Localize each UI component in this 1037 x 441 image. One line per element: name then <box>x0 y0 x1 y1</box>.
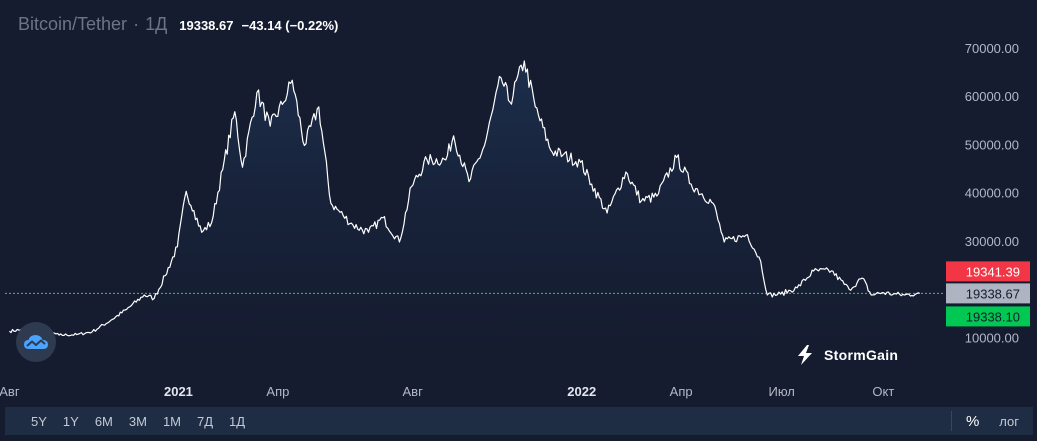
period-button-1y[interactable]: 1Y <box>62 413 79 429</box>
period-button-6m[interactable]: 6M <box>94 413 113 429</box>
period-button-5y[interactable]: 5Y <box>31 413 47 429</box>
x-tick-label: Июл <box>768 384 794 399</box>
last-price-tag: 19338.67 <box>966 286 1020 301</box>
chart-logo[interactable] <box>16 322 56 362</box>
y-tick-label: 30000.00 <box>965 234 1019 249</box>
x-tick-label: Окт <box>872 384 894 399</box>
x-tick-label: Авг <box>403 384 424 399</box>
x-tick-label: 2022 <box>567 384 596 399</box>
chart-header: Bitcoin/Tether · 1Д 19338.67 −43.14 (−0.… <box>18 14 338 35</box>
x-tick-label: 2021 <box>164 384 193 399</box>
x-axis: Авг 2021 Апр Авг 2022 Апр Июл Окт <box>0 384 894 399</box>
price-line <box>9 60 920 337</box>
x-tick-label: Авг <box>0 384 20 399</box>
last-price-tag-bg <box>946 283 1030 304</box>
bid-price-tag: 19338.10 <box>966 309 1020 324</box>
scale-controls: % лог <box>950 407 1033 435</box>
header-separator: · <box>133 14 140 34</box>
brand-watermark: StormGain <box>794 344 898 366</box>
brand-name: StormGain <box>824 347 899 363</box>
symbol-name[interactable]: Bitcoin/Tether <box>18 14 128 34</box>
last-price: 19338.67 <box>179 18 234 33</box>
period-button-1d[interactable]: 1Д <box>229 413 246 429</box>
y-tick-label: 60000.00 <box>965 89 1019 104</box>
interval-label[interactable]: 1Д <box>145 14 168 34</box>
bid-price-tag-bg <box>946 306 1030 327</box>
x-tick-label: Апр <box>266 384 289 399</box>
price-area <box>9 61 920 365</box>
toolbar-divider <box>950 411 952 431</box>
y-tick-label: 10000.00 <box>965 330 1019 345</box>
price-tags: 19341.39 19338.67 19338.10 <box>946 261 1030 327</box>
y-tick-label: 70000.00 <box>965 41 1019 56</box>
log-scale-button[interactable]: лог <box>999 413 1019 429</box>
ask-price-tag: 19341.39 <box>966 264 1020 279</box>
price-change: −43.14 (−0.22%) <box>241 18 339 33</box>
cloud-logo-icon <box>24 335 48 349</box>
lightning-bolt-icon <box>798 345 812 365</box>
ask-price-tag-bg <box>946 261 1030 282</box>
bottom-toolbar: 5Y 1Y 6M 3M 1M 7Д 1Д % лог <box>5 407 1033 435</box>
y-tick-label: 50000.00 <box>965 137 1019 152</box>
period-button-3m[interactable]: 3M <box>128 413 147 429</box>
percent-scale-button[interactable]: % <box>965 412 980 430</box>
y-tick-label: 40000.00 <box>965 186 1019 201</box>
x-tick-label: Апр <box>670 384 693 399</box>
period-button-1m[interactable]: 1M <box>162 413 181 429</box>
period-button-7d[interactable]: 7Д <box>197 413 214 429</box>
y-axis: 10000.00 30000.00 40000.00 50000.00 60000.00… <box>965 41 1019 346</box>
